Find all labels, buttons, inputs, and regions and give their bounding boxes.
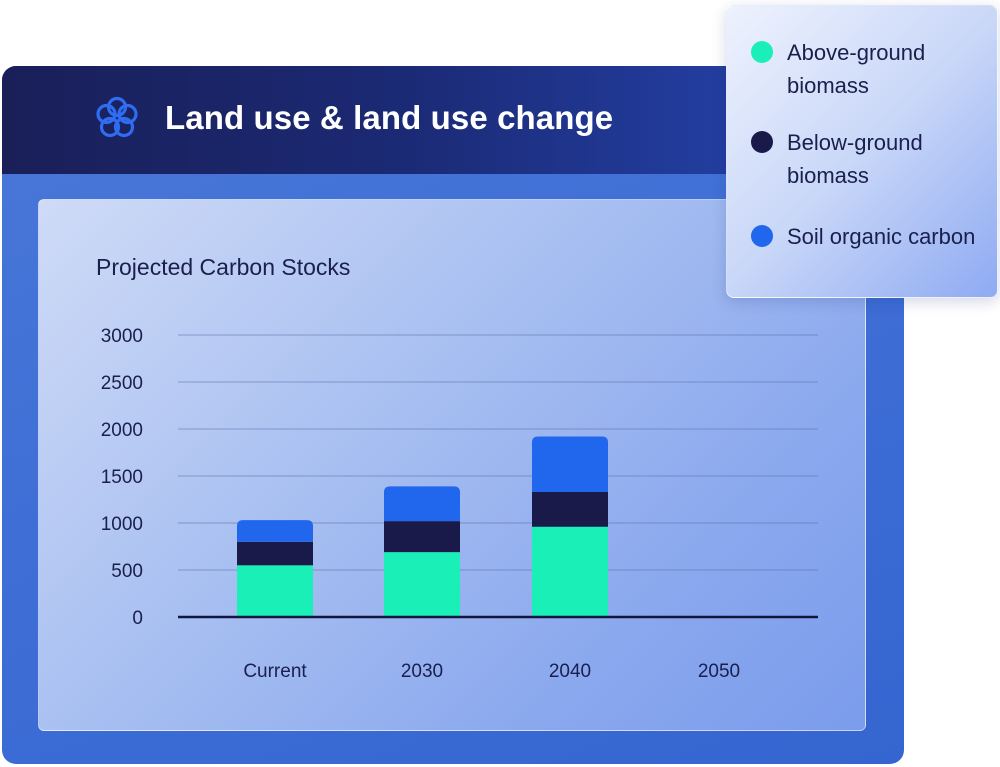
bar-segment-above-ground-biomass <box>384 552 460 617</box>
y-tick-label: 3000 <box>101 326 143 347</box>
bar-segment-above-ground-biomass <box>237 565 313 617</box>
bar-segment-soil-organic-carbon <box>384 486 460 522</box>
x-tick-label: Current <box>243 661 307 682</box>
bar-segment-soil-organic-carbon <box>532 436 608 492</box>
y-tick-label: 2500 <box>101 373 143 394</box>
y-tick-label: 2000 <box>101 420 143 441</box>
y-tick-label: 0 <box>132 608 143 629</box>
below-ground-dot-icon <box>751 131 773 153</box>
bar-segment-below-ground-biomass <box>384 521 460 553</box>
y-tick-label: 500 <box>111 561 143 582</box>
legend: Above-ground biomass Below-ground biomas… <box>726 5 998 298</box>
bar-segment-below-ground-biomass <box>532 491 608 527</box>
y-tick-label: 1500 <box>101 467 143 488</box>
legend-label: Soil organic carbon <box>787 224 976 249</box>
legend-label: Above-ground biomass <box>787 40 926 98</box>
x-axis-ticks: Current 2030 2040 2050 <box>243 661 740 682</box>
soil-dot-icon <box>751 225 773 247</box>
bar-segment-below-ground-biomass <box>237 541 313 566</box>
bar-segment-above-ground-biomass <box>532 526 608 617</box>
legend-label: Below-ground biomass <box>787 130 923 188</box>
x-tick-label: 2050 <box>698 661 740 682</box>
bars <box>237 436 608 617</box>
x-tick-label: 2030 <box>401 661 443 682</box>
x-tick-label: 2040 <box>549 661 591 682</box>
above-ground-dot-icon <box>751 41 773 63</box>
y-tick-label: 1000 <box>101 514 143 535</box>
bar-segment-soil-organic-carbon <box>237 520 313 542</box>
y-axis-ticks: 0 500 1000 1500 2000 2500 3000 <box>101 326 143 629</box>
chart-title: Projected Carbon Stocks <box>96 254 351 280</box>
flower-logo-icon <box>96 96 138 138</box>
page-title: Land use & land use change <box>165 99 614 136</box>
